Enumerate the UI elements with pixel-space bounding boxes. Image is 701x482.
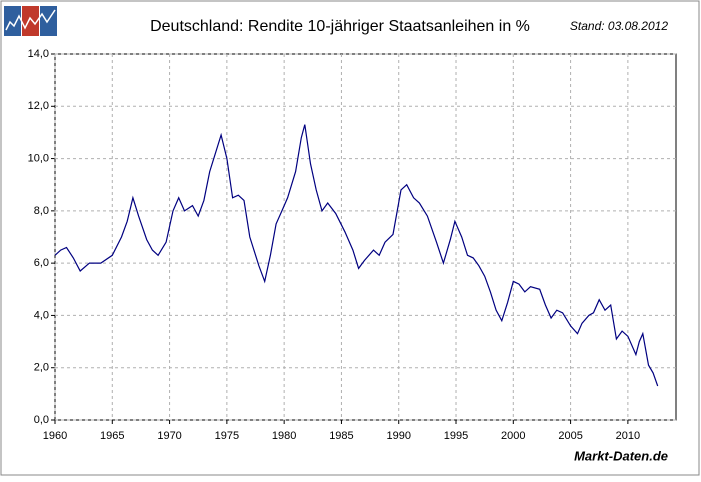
x-tick-label: 2010 [616, 430, 640, 442]
source: Markt-Daten.de [574, 448, 668, 463]
x-tick-label: 1980 [272, 430, 296, 442]
y-tick-label: 6,0 [34, 257, 49, 269]
y-tick-label: 10,0 [28, 152, 49, 164]
x-tick-label: 1985 [329, 430, 353, 442]
line-series [54, 124, 659, 387]
x-tick-label: 1975 [215, 430, 239, 442]
chart-subtitle: Stand: 03.08.2012 [570, 19, 668, 33]
y-tick-label: 14,0 [28, 48, 49, 60]
y-tick-label: 8,0 [34, 205, 49, 217]
x-tick-label: 2005 [558, 430, 582, 442]
y-tick-label: 4,0 [34, 309, 49, 321]
x-tick-label: 1995 [444, 430, 468, 442]
x-tick-label: 1965 [100, 430, 124, 442]
y-tick-label: 2,0 [34, 362, 49, 374]
x-tick-label: 1970 [157, 430, 181, 442]
x-tick-label: 2000 [501, 430, 525, 442]
chart-title: Deutschland: Rendite 10-jähriger Staatsa… [150, 18, 530, 35]
x-tick-label: 1960 [43, 430, 67, 442]
y-tick-label: 0,0 [34, 414, 49, 426]
x-tick-label: 1990 [386, 430, 410, 442]
logo [4, 6, 57, 36]
y-tick-label: 12,0 [28, 100, 49, 112]
